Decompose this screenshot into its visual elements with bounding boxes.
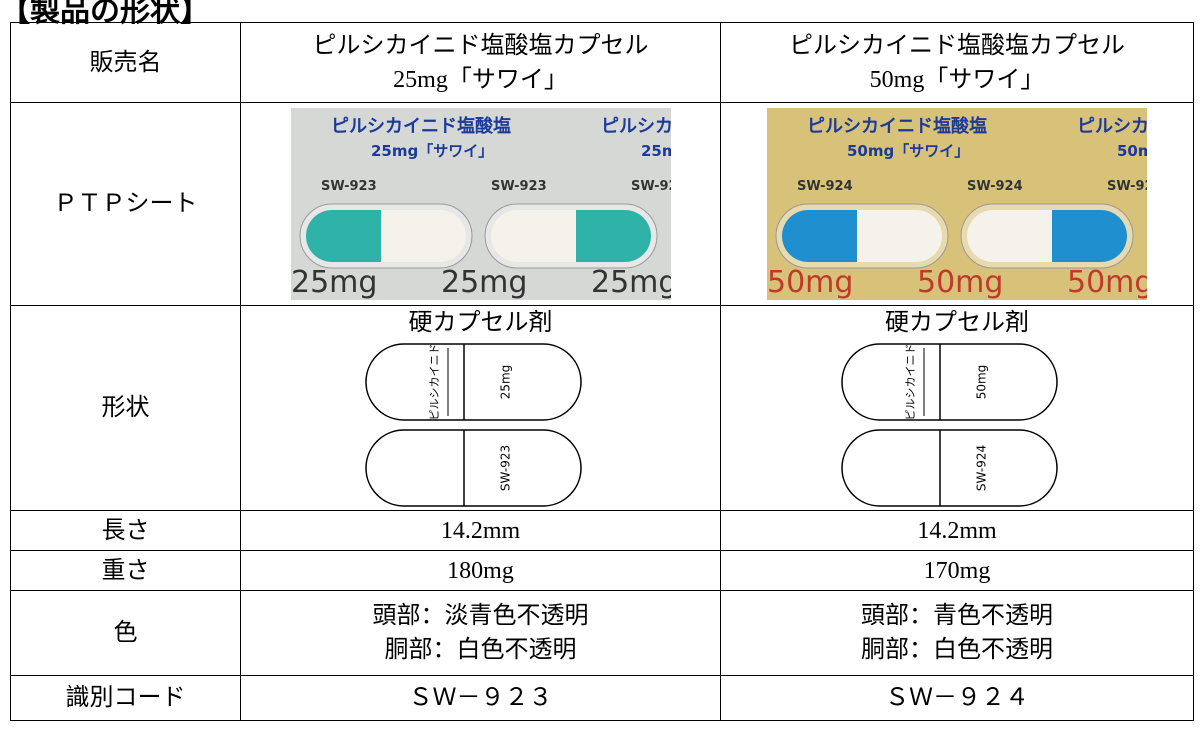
print-code: SW-923	[491, 179, 547, 194]
print-strength: 25mg「サワイ」	[641, 142, 671, 160]
table-row: 形状 硬カプセル剤ピルシカイニド 25mg SW-923 硬カプセル剤ピルシカイニド 50…	[10, 305, 1194, 511]
print-dose: 25mg	[591, 265, 671, 300]
form-name: 硬カプセル剤	[885, 310, 1029, 336]
table-cell: 硬カプセル剤ピルシカイニド 25mg SW-923	[240, 305, 721, 511]
capsule-outline	[841, 429, 1058, 507]
cell-line: ＳＷ－９２４	[885, 685, 1029, 711]
cell-line: 25mg「サワイ」	[393, 66, 568, 93]
cell-line: 170mg	[923, 557, 991, 584]
table-cell: ピルシカイニド塩酸塩 50mg「サワイ」 ピルシカイニド塩酸塩 50mg「サワイ」 SW…	[720, 102, 1194, 306]
row-label: 形状	[10, 305, 241, 511]
table-cell: 180mg	[240, 550, 721, 591]
table-row: ＰＴＰシート ピルシカイニド塩酸塩 25mg「サワイ」 ピルシカイニド塩酸塩 25mg「…	[10, 102, 1194, 306]
capsule-color	[575, 210, 651, 262]
table-row: 重さ 180mg 170mg	[10, 550, 1194, 591]
print-name: ピルシカイニド塩酸塩	[807, 115, 987, 137]
table-row: 色頭部：淡青色不透明 胴部：白色不透明 頭部：青色不透明 胴部：白色不透明	[10, 590, 1194, 676]
print-name: ピルシカイニド塩酸塩	[601, 115, 671, 137]
capsule-drawing: ピルシカイニド 25mg SW-923	[364, 343, 582, 507]
table-row: 識別コード ＳＷ－９２３ ＳＷ－９２４	[10, 675, 1194, 721]
capsule-color	[305, 210, 381, 262]
row-label: 販売名	[10, 22, 241, 103]
table-cell: 14.2mm	[240, 510, 721, 551]
table-cell: ピルシカイニド塩酸塩 25mg「サワイ」 ピルシカイニド塩酸塩 25mg「サワイ」 SW…	[240, 102, 721, 306]
print-code: SW-923	[321, 179, 377, 194]
cell-line: ピルシカイニド塩酸塩カプセル	[312, 32, 649, 59]
cell-line: 14.2mm	[440, 517, 521, 544]
print-strength: 50mg「サワイ」	[1117, 142, 1147, 160]
table-cell: 頭部：青色不透明 胴部：白色不透明	[720, 590, 1194, 676]
capsule-print: 50mg	[975, 365, 989, 400]
cell-line: 180mg	[447, 557, 514, 584]
row-label: 色	[10, 590, 241, 676]
capsule-outline	[364, 343, 582, 421]
cell-line: 頭部：淡青色不透明	[372, 603, 589, 629]
print-code: SW-924	[797, 179, 853, 194]
table-cell: ＳＷ－９２４	[720, 675, 1194, 721]
row-label: 識別コード	[10, 675, 241, 721]
cell-line: 14.2mm	[917, 517, 997, 544]
capsule-print: ピルシカイニド	[904, 344, 917, 421]
table-cell: ピルシカイニド塩酸塩カプセル 50mg「サワイ」	[720, 22, 1194, 103]
table-cell: 14.2mm	[720, 510, 1194, 551]
print-dose: 50mg	[767, 265, 853, 300]
cell-line: ＳＷ－９２３	[408, 685, 553, 711]
print-strength: 25mg「サワイ」	[371, 142, 493, 160]
print-dose: 50mg	[917, 265, 1003, 300]
table-cell: 170mg	[720, 550, 1194, 591]
capsule-print: 25mg	[498, 365, 512, 400]
print-code: SW-924	[967, 179, 1023, 194]
print-name: ピルシカイニド塩酸塩	[1077, 115, 1147, 137]
ptp-photo: ピルシカイニド塩酸塩 50mg「サワイ」 ピルシカイニド塩酸塩 50mg「サワイ」 SW…	[767, 108, 1147, 300]
row-label: 長さ	[10, 510, 241, 551]
cell-line: 50mg「サワイ」	[869, 66, 1045, 93]
shape-table: 販売名 ピルシカイニド塩酸塩カプセル 25mg「サワイ」 ピルシカイニド塩酸塩カプセル…	[10, 22, 1194, 721]
capsule-print: SW-924	[975, 445, 989, 491]
print-dose: 25mg	[441, 265, 527, 300]
row-label: ＰＴＰシート	[10, 102, 241, 306]
print-strength: 50mg「サワイ」	[847, 142, 969, 160]
print-dose: 50mg	[1067, 265, 1147, 300]
capsule-color	[1052, 210, 1127, 262]
cell-line: 胴部：白色不透明	[861, 637, 1053, 663]
row-label: 重さ	[10, 550, 241, 591]
print-code: SW-924	[1107, 179, 1147, 194]
table-cell: ピルシカイニド塩酸塩カプセル 25mg「サワイ」	[240, 22, 721, 103]
capsule-drawing: ピルシカイニド 50mg SW-924	[841, 343, 1058, 507]
table-cell: 硬カプセル剤ピルシカイニド 50mg SW-924	[720, 305, 1194, 511]
table-cell: 頭部：淡青色不透明 胴部：白色不透明	[240, 590, 721, 676]
print-name: ピルシカイニド塩酸塩	[331, 115, 511, 137]
capsule-outline	[364, 429, 582, 507]
cell-line: ピルシカイニド塩酸塩カプセル	[789, 32, 1125, 59]
capsule-outline	[841, 343, 1058, 421]
table-cell: ＳＷ－９２３	[240, 675, 721, 721]
form-name: 硬カプセル剤	[408, 310, 553, 336]
print-code: SW-923	[631, 179, 671, 194]
capsule-print: ピルシカイニド	[428, 344, 441, 421]
table-row: 販売名 ピルシカイニド塩酸塩カプセル 25mg「サワイ」 ピルシカイニド塩酸塩カプセル…	[10, 22, 1194, 103]
cell-line: 胴部：白色不透明	[384, 637, 577, 663]
table-row: 長さ 14.2mm 14.2mm	[10, 510, 1194, 551]
cell-line: 頭部：青色不透明	[861, 603, 1053, 629]
capsule-print: SW-923	[498, 445, 512, 491]
print-dose: 25mg	[291, 265, 377, 300]
ptp-photo: ピルシカイニド塩酸塩 25mg「サワイ」 ピルシカイニド塩酸塩 25mg「サワイ」 SW…	[290, 108, 671, 300]
capsule-color	[782, 210, 857, 262]
